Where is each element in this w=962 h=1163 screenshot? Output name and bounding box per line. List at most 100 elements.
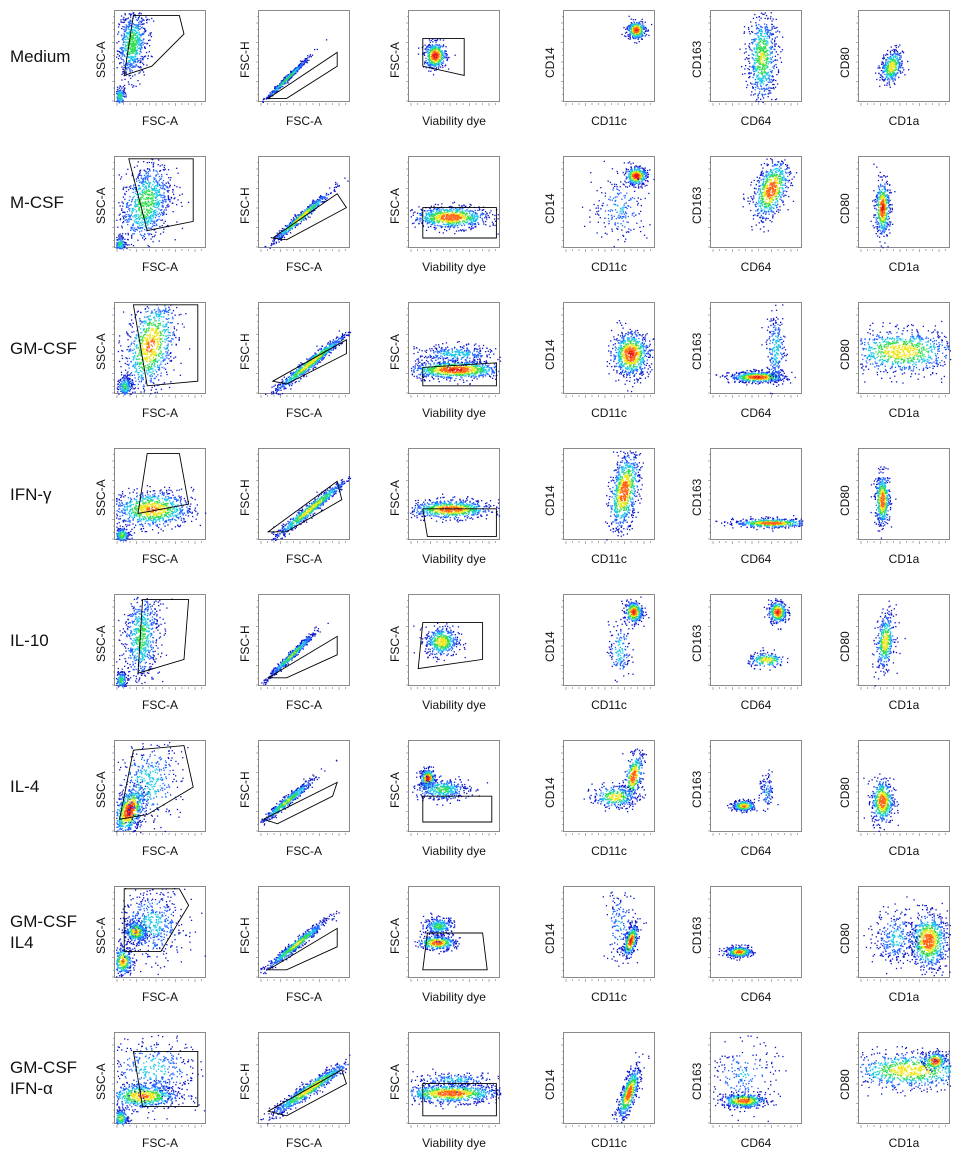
row-label: GM-CSF (10, 338, 77, 359)
x-axis-label: Viability dye (384, 844, 524, 858)
y-axis-label: SSC-A (94, 187, 108, 224)
cell-population (419, 912, 456, 943)
scatter-panel (256, 594, 350, 690)
scatter-panel (112, 302, 206, 398)
cell-population (605, 450, 644, 541)
gate-polygon (266, 480, 343, 533)
cell-population (622, 161, 651, 192)
row-label-line: GM-CSF (10, 338, 77, 359)
x-axis-label: CD1a (834, 552, 962, 566)
cell-population (262, 39, 328, 103)
scatter-panel (256, 448, 352, 544)
cell-population (116, 85, 127, 104)
row-label-line: IL-4 (10, 776, 39, 797)
scatter-plot-svg (856, 16, 946, 106)
x-axis-label: CD64 (686, 260, 826, 274)
scatter-panel (256, 10, 350, 106)
scatter-panel (856, 448, 950, 544)
scatter-panel (708, 740, 802, 836)
cell-population (713, 1035, 787, 1122)
cell-population (117, 304, 191, 395)
scatter-panel (256, 886, 350, 982)
y-axis-label: SSC-A (94, 41, 108, 78)
scatter-plot-svg (256, 454, 352, 544)
cell-population (611, 1052, 650, 1124)
cell-population (863, 773, 900, 832)
scatter-panel (561, 448, 655, 544)
scatter-plot-svg (561, 160, 655, 252)
x-axis-label: FSC-A (90, 260, 230, 274)
scatter-panel (708, 1032, 802, 1128)
cell-population (620, 596, 650, 630)
gate-polygon (266, 635, 338, 679)
cell-population (920, 1049, 952, 1072)
cell-population (260, 1054, 351, 1125)
scatter-panel (112, 740, 206, 836)
x-axis-label: CD11c (539, 698, 679, 712)
cell-population (606, 320, 655, 393)
x-axis-label: CD64 (686, 1136, 826, 1150)
y-axis-label: FSC-A (388, 772, 402, 808)
y-axis-label: CD163 (690, 41, 704, 78)
x-axis-label: CD1a (834, 698, 962, 712)
y-axis-label: FSC-H (238, 187, 252, 224)
x-axis-label: CD64 (686, 114, 826, 128)
scatter-panel (561, 886, 655, 982)
cell-population (414, 931, 461, 955)
cell-population (713, 1090, 781, 1113)
scatter-plot-svg (708, 746, 798, 836)
scatter-plot-svg (561, 450, 651, 544)
y-axis-label: CD14 (543, 47, 557, 78)
y-axis-label: CD163 (690, 625, 704, 662)
cell-population (621, 15, 653, 44)
y-axis-label: FSC-A (388, 42, 402, 78)
row-label: Medium (10, 46, 70, 67)
cell-population (116, 234, 128, 250)
scatter-plot-svg (112, 741, 202, 836)
gate-polygon (123, 15, 185, 77)
y-axis-label: CD80 (838, 777, 852, 808)
scatter-panel (256, 156, 350, 252)
y-axis-label: FSC-H (238, 479, 252, 516)
y-axis-label: FSC-A (388, 480, 402, 516)
scatter-panel (856, 302, 952, 398)
cell-population (116, 1034, 206, 1121)
cell-population (265, 330, 352, 396)
row-label: IL-10 (10, 630, 49, 651)
x-axis-label: CD1a (834, 844, 962, 858)
y-axis-label: SSC-A (94, 917, 108, 954)
scatter-panel (112, 448, 207, 544)
scatter-plot-svg (561, 596, 651, 690)
y-axis-label: SSC-A (94, 771, 108, 808)
cell-population (619, 748, 647, 813)
cell-population (602, 891, 647, 967)
cell-population (271, 476, 352, 541)
scatter-panel (708, 156, 802, 252)
scatter-panel (856, 886, 951, 982)
y-axis-label: CD80 (838, 485, 852, 516)
scatter-panel (406, 156, 500, 252)
y-axis-label: CD163 (690, 1063, 704, 1100)
gate-polygon (262, 781, 338, 825)
gate-polygon (137, 599, 190, 674)
y-axis-label: FSC-H (238, 1063, 252, 1100)
y-axis-label: CD80 (838, 631, 852, 662)
gate-polygon (422, 932, 488, 971)
scatter-plot-svg (708, 304, 798, 398)
cell-population (870, 466, 897, 539)
cell-population (116, 372, 136, 396)
gate-polygon (422, 1083, 497, 1117)
row-label-line: IFN-α (10, 1078, 77, 1099)
x-axis-label: CD64 (686, 990, 826, 1004)
scatter-panel (708, 886, 802, 982)
x-axis-label: CD1a (834, 260, 962, 274)
cell-population (870, 163, 896, 249)
scatter-plot-svg (112, 1034, 206, 1128)
cell-population (115, 667, 130, 688)
scatter-plot-svg (856, 1038, 952, 1128)
cell-population (739, 12, 784, 104)
x-axis-label: FSC-A (234, 406, 374, 420)
y-axis-label: CD163 (690, 917, 704, 954)
cell-population (747, 647, 789, 671)
scatter-panel (112, 594, 206, 690)
